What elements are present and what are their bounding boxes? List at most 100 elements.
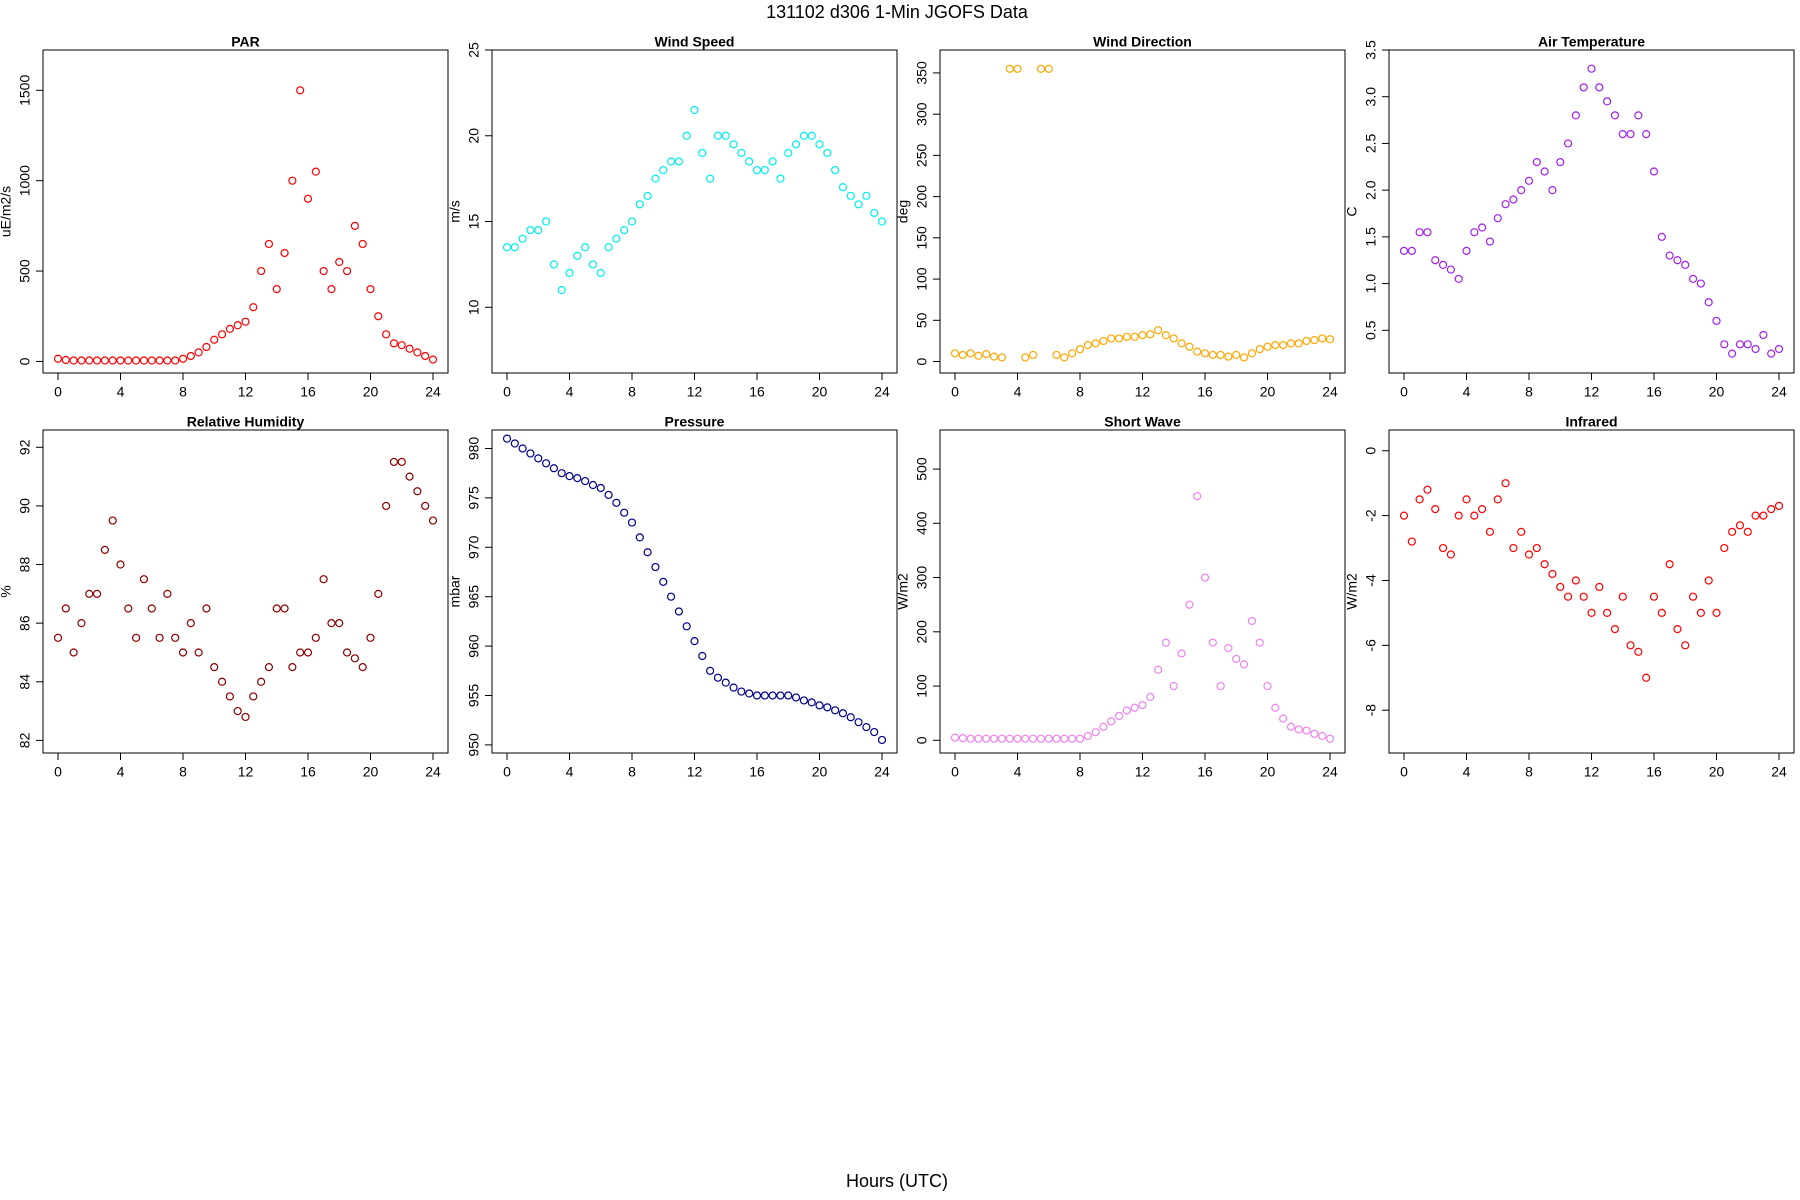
point — [1075, 345, 1085, 354]
x-tick-label: 4 — [566, 384, 574, 400]
y-tick-label: 150 — [914, 226, 930, 250]
y-tick-label: 300 — [914, 102, 930, 126]
y-tick-label: -8 — [1363, 704, 1379, 717]
y-tick-label: 2.5 — [1363, 133, 1379, 153]
point — [1774, 344, 1784, 354]
point — [1579, 83, 1588, 92]
point — [651, 174, 660, 183]
point — [1154, 326, 1163, 335]
panel-title: PAR — [231, 34, 260, 50]
point — [1005, 64, 1014, 73]
point — [217, 677, 227, 686]
point — [1603, 97, 1612, 106]
point — [1107, 717, 1116, 726]
x-tick-label: 12 — [238, 384, 254, 400]
point — [541, 217, 551, 226]
point — [526, 449, 535, 458]
point — [1470, 511, 1479, 520]
plot-frame — [491, 49, 898, 374]
point — [1626, 641, 1635, 650]
point — [1208, 638, 1217, 647]
point — [1759, 330, 1768, 340]
point — [85, 356, 94, 365]
point — [1138, 700, 1147, 710]
point — [627, 518, 637, 527]
point — [1239, 353, 1249, 362]
point — [272, 604, 281, 613]
point — [1470, 228, 1479, 237]
y-tick-label: 350 — [914, 61, 930, 85]
point — [257, 677, 266, 686]
point — [627, 217, 637, 226]
point — [997, 353, 1006, 362]
point — [1634, 647, 1643, 656]
y-tick-label: 0 — [17, 357, 33, 365]
point — [61, 604, 70, 613]
point — [823, 703, 832, 712]
point — [581, 243, 590, 252]
x-tick-label: 0 — [54, 764, 62, 780]
point — [596, 483, 605, 493]
point — [1485, 237, 1495, 246]
point — [768, 691, 777, 700]
point — [1618, 592, 1627, 601]
point — [1294, 725, 1303, 734]
y-tick-label: 84 — [17, 674, 33, 690]
point — [1036, 734, 1046, 743]
point — [958, 350, 967, 360]
x-tick-label: 16 — [749, 764, 765, 780]
point — [1462, 495, 1471, 504]
point — [1021, 734, 1030, 743]
point — [1271, 703, 1280, 712]
point — [257, 266, 266, 276]
panel: Infrared W/m2 0 4 8 12 16 20 24 -8 -6 -4 -2 0 — [1344, 414, 1795, 780]
point — [713, 673, 723, 682]
point — [974, 734, 983, 743]
point — [877, 217, 887, 226]
point — [1649, 592, 1659, 601]
point — [1595, 83, 1604, 92]
y-tick-label: 100 — [914, 674, 930, 698]
point — [706, 174, 715, 183]
point — [1728, 349, 1737, 358]
x-tick-label: 12 — [1584, 764, 1600, 780]
point — [815, 140, 824, 149]
point — [217, 330, 227, 339]
y-tick-label: 3.5 — [1363, 40, 1379, 60]
y-tick-label: 950 — [466, 733, 482, 757]
point — [1587, 608, 1596, 618]
point — [1618, 129, 1627, 139]
x-tick-label: 16 — [1197, 384, 1213, 400]
point — [1603, 608, 1612, 618]
point — [760, 165, 769, 175]
point — [389, 339, 399, 348]
point — [1712, 608, 1721, 618]
plot-frame — [491, 429, 898, 754]
point — [1571, 111, 1580, 120]
point — [581, 476, 590, 486]
point — [1107, 334, 1116, 343]
point — [565, 472, 574, 481]
point — [171, 356, 180, 365]
x-tick-label: 4 — [1014, 764, 1022, 780]
point — [791, 140, 801, 149]
point — [854, 718, 863, 727]
point — [163, 356, 172, 365]
point — [862, 191, 871, 200]
point — [1431, 505, 1440, 514]
point — [413, 487, 422, 496]
point — [745, 689, 754, 698]
x-tick-label: 16 — [300, 384, 316, 400]
point — [799, 696, 808, 705]
point — [1318, 731, 1327, 741]
point — [249, 303, 258, 312]
point — [327, 285, 336, 294]
point — [342, 648, 352, 657]
y-tick-label: 15 — [466, 214, 482, 230]
point — [729, 683, 738, 692]
point — [1767, 349, 1776, 358]
point — [1029, 350, 1038, 360]
point — [1501, 200, 1510, 209]
plot-frame — [939, 429, 1346, 754]
point — [620, 226, 629, 235]
